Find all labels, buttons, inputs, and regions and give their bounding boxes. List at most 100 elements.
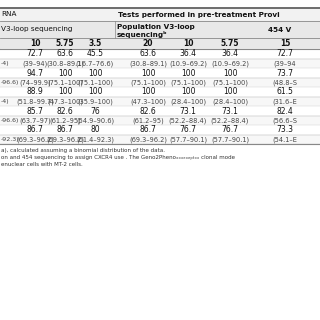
Text: 3.5: 3.5 <box>88 39 102 48</box>
Text: (75.1–100): (75.1–100) <box>130 79 166 86</box>
Text: (39–94): (39–94) <box>22 60 48 67</box>
Text: (57.7–90.1): (57.7–90.1) <box>211 136 249 143</box>
Text: 36.4: 36.4 <box>180 50 196 59</box>
Text: 73.1: 73.1 <box>221 107 238 116</box>
Text: 72.7: 72.7 <box>276 50 293 59</box>
Text: (74–99.9): (74–99.9) <box>19 79 51 86</box>
Text: (47.3–100): (47.3–100) <box>47 98 83 105</box>
Text: 73.3: 73.3 <box>276 125 293 134</box>
Text: Population V3-loop: Population V3-loop <box>117 23 195 29</box>
Text: 94.7: 94.7 <box>27 68 44 77</box>
Bar <box>0 68 320 78</box>
Text: (61.4–92.3): (61.4–92.3) <box>76 136 114 143</box>
Text: 73.7: 73.7 <box>276 68 293 77</box>
Text: 15: 15 <box>280 39 290 48</box>
Text: V3-loop sequencing: V3-loop sequencing <box>1 27 73 33</box>
Text: (75.1–100): (75.1–100) <box>170 79 206 86</box>
Text: 100: 100 <box>88 87 102 97</box>
Text: enuclear cells with MT-2 cells.: enuclear cells with MT-2 cells. <box>1 162 83 167</box>
Text: 5.75: 5.75 <box>56 39 74 48</box>
Text: -4): -4) <box>1 61 10 66</box>
Text: 100: 100 <box>58 68 72 77</box>
Text: 45.5: 45.5 <box>86 50 103 59</box>
Text: (51.8–99.7): (51.8–99.7) <box>16 98 54 105</box>
Text: 100: 100 <box>58 87 72 97</box>
Text: 88.9: 88.9 <box>27 87 44 97</box>
Text: (48.8–S: (48.8–S <box>273 79 298 86</box>
Text: (52.2–88.4): (52.2–88.4) <box>211 117 249 124</box>
Text: 80: 80 <box>90 125 100 134</box>
Bar <box>0 8 320 21</box>
Text: 63.6: 63.6 <box>57 50 74 59</box>
Text: 100: 100 <box>141 68 155 77</box>
Text: (30.8–89.1): (30.8–89.1) <box>46 60 84 67</box>
Text: 100: 100 <box>181 68 195 77</box>
Text: (56.6–S: (56.6–S <box>273 117 298 124</box>
Text: (10.9–69.2): (10.9–69.2) <box>211 60 249 67</box>
Text: 10: 10 <box>30 39 40 48</box>
Text: (75.1–100): (75.1–100) <box>47 79 83 86</box>
Text: (47.3–100): (47.3–100) <box>130 98 166 105</box>
Text: 82.4: 82.4 <box>276 107 293 116</box>
Text: 100: 100 <box>223 68 237 77</box>
Text: (35.9–100): (35.9–100) <box>77 98 113 105</box>
Bar <box>0 116 320 125</box>
Bar <box>0 38 320 49</box>
Text: (28.4–100): (28.4–100) <box>170 98 206 105</box>
Text: (75.1–100): (75.1–100) <box>77 79 113 86</box>
Text: 76.7: 76.7 <box>221 125 238 134</box>
Text: 5.75: 5.75 <box>221 39 239 48</box>
Text: RNA: RNA <box>1 12 17 18</box>
Text: 100: 100 <box>141 87 155 97</box>
Text: (61.2–95): (61.2–95) <box>132 117 164 124</box>
Text: 100: 100 <box>181 87 195 97</box>
Text: (52.2–88.4): (52.2–88.4) <box>169 117 207 124</box>
Text: -96.6): -96.6) <box>1 80 20 85</box>
Text: 82.6: 82.6 <box>57 107 73 116</box>
Text: (30.8–89.1): (30.8–89.1) <box>129 60 167 67</box>
Text: 63.6: 63.6 <box>140 50 156 59</box>
Text: 100: 100 <box>88 68 102 77</box>
Text: (31.6–E: (31.6–E <box>273 98 297 105</box>
Bar <box>0 78 320 87</box>
Text: 61.5: 61.5 <box>276 87 293 97</box>
Text: 454 V: 454 V <box>268 27 291 33</box>
Text: -92.3): -92.3) <box>1 137 20 142</box>
Text: -4): -4) <box>1 99 10 104</box>
Text: sequencingᵇ: sequencingᵇ <box>117 31 168 38</box>
Text: 72.7: 72.7 <box>27 50 44 59</box>
Bar <box>0 125 320 135</box>
Bar <box>0 106 320 116</box>
Text: (57.7–90.1): (57.7–90.1) <box>169 136 207 143</box>
Text: (39–94: (39–94 <box>274 60 296 67</box>
Text: 76: 76 <box>90 107 100 116</box>
Text: Tests performed in pre-treatment Provi: Tests performed in pre-treatment Provi <box>118 12 280 18</box>
Text: a), calculated assuming a binomial distribution of the data.: a), calculated assuming a binomial distr… <box>1 148 165 153</box>
Text: (54.1–E: (54.1–E <box>273 136 297 143</box>
Bar <box>0 21 320 38</box>
Bar <box>0 49 320 59</box>
Text: 86.7: 86.7 <box>140 125 156 134</box>
Text: 20: 20 <box>143 39 153 48</box>
Bar <box>0 87 320 97</box>
Text: (54.9–90.6): (54.9–90.6) <box>76 117 114 124</box>
Text: 10: 10 <box>183 39 193 48</box>
Text: (16.7–76.6): (16.7–76.6) <box>76 60 114 67</box>
Text: 85.7: 85.7 <box>27 107 44 116</box>
Text: 82.6: 82.6 <box>140 107 156 116</box>
Text: 86.7: 86.7 <box>57 125 73 134</box>
Bar <box>0 59 320 68</box>
Text: (69.3–96.2): (69.3–96.2) <box>46 136 84 143</box>
Text: -96.6): -96.6) <box>1 118 20 123</box>
Text: (61.2–95): (61.2–95) <box>49 117 81 124</box>
Bar <box>0 135 320 144</box>
Text: 86.7: 86.7 <box>27 125 44 134</box>
Bar <box>0 97 320 106</box>
Text: (63.7–97): (63.7–97) <box>19 117 51 124</box>
Text: 73.1: 73.1 <box>180 107 196 116</box>
Text: (28.4–100): (28.4–100) <box>212 98 248 105</box>
Text: (69.3–96.2): (69.3–96.2) <box>16 136 54 143</box>
Text: 36.4: 36.4 <box>221 50 238 59</box>
Text: (69.3–96.2): (69.3–96.2) <box>129 136 167 143</box>
Text: 100: 100 <box>223 87 237 97</box>
